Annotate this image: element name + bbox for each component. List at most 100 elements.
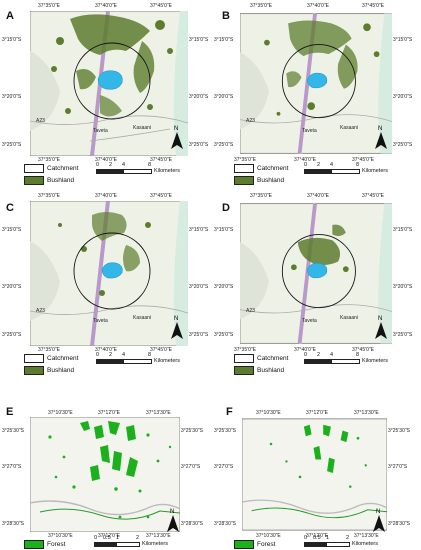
- legend: Forest: [234, 540, 275, 549]
- scale-bar: 0 0.5 1 2 Kilometers: [94, 535, 168, 547]
- lon-label: 37°40'0"E: [95, 347, 117, 353]
- lon-label: 37°35'0"E: [38, 3, 60, 9]
- place-label: Taveta: [93, 318, 108, 324]
- lon-label: 37°45'0"E: [362, 193, 384, 199]
- lat-label: 3°15'0"S: [393, 37, 413, 43]
- catchment-swatch: [234, 354, 254, 363]
- catchment-swatch: [234, 164, 254, 173]
- legend: Catchment Bushland: [234, 354, 288, 376]
- lat-label: 3°20'0"S: [214, 94, 234, 100]
- lon-label: 37°45'0"E: [362, 3, 384, 9]
- lake: [307, 262, 328, 279]
- lat-label: 3°25'0"S: [393, 142, 413, 148]
- legend-item-catchment: Catchment: [234, 354, 288, 363]
- lon-label: 37°40'0"E: [95, 157, 117, 163]
- lon-label: 37°45'0"E: [150, 3, 172, 9]
- map-frame: [30, 11, 188, 156]
- lat-label: 3°28'30"S: [214, 521, 236, 527]
- lat-label: 3°20'0"S: [189, 94, 209, 100]
- lat-label: 3°25'30"S: [214, 428, 236, 434]
- road: [30, 500, 180, 516]
- panel-letter: C: [6, 202, 14, 214]
- lat-label: 3°27'0"S: [214, 464, 234, 470]
- legend: Catchment Bushland: [234, 164, 288, 186]
- catchment-swatch: [24, 354, 44, 363]
- lon-label: 37°40'0"E: [294, 157, 316, 163]
- hillshade: [30, 51, 60, 131]
- legend-item-bushland: Bushland: [234, 176, 288, 186]
- north-arrow: N: [171, 126, 183, 149]
- legend-item-bushland: Bushland: [234, 366, 288, 376]
- scale-bar: 0 2 4 8 Kilometers: [304, 352, 388, 364]
- lon-label: 37°45'0"E: [150, 193, 172, 199]
- lon-label: 37°12'0"E: [98, 533, 120, 539]
- panel-letter: E: [6, 406, 14, 418]
- lat-label: 3°27'0"S: [181, 464, 201, 470]
- lon-label: 37°45'0"E: [150, 157, 172, 163]
- lon-label: 37°35'0"E: [38, 193, 60, 199]
- place-label: Taveta: [302, 128, 317, 134]
- legend-item-forest: Forest: [234, 540, 275, 549]
- lat-label: 3°28'30"S: [2, 521, 24, 527]
- north-label: N: [378, 126, 382, 132]
- lat-label: 3°25'0"S: [393, 332, 413, 338]
- lat-label: 3°25'0"S: [214, 332, 234, 338]
- lon-label: 37°10'30"E: [256, 410, 281, 416]
- lat-label: 3°15'0"S: [214, 227, 234, 233]
- lat-label: 3°25'0"S: [189, 142, 209, 148]
- lat-label: 3°25'0"S: [2, 332, 22, 338]
- panel-c: C 37°35'0"E 37°40'0"E 37°45'0"E 3°15'0"S…: [0, 190, 210, 380]
- lat-label: 3°27'0"S: [388, 464, 408, 470]
- lat-label: 3°15'0"S: [189, 37, 209, 43]
- hillshade: [30, 241, 60, 321]
- river: [39, 508, 180, 520]
- hillshade: [240, 52, 269, 130]
- panel-letter: D: [222, 202, 230, 214]
- bushland-swatch: [234, 176, 254, 186]
- bushland-patches: [290, 224, 349, 273]
- lat-label: 3°25'30"S: [2, 428, 24, 434]
- lon-label: 37°10'30"E: [48, 533, 73, 539]
- lat-label: 3°25'0"S: [189, 332, 209, 338]
- panel-b: B 37°35'0"E 37°40'0"E 37°45'0"E 3°15'0"S…: [212, 0, 421, 190]
- lon-label: 37°12'0"E: [306, 410, 328, 416]
- scale-bar: 0 0.5 1 2 Kilometers: [304, 535, 378, 547]
- lon-label: 37°40'0"E: [294, 347, 316, 353]
- lon-label: 37°45'0"E: [150, 347, 172, 353]
- forest-swatch: [24, 540, 44, 549]
- map-frame: [242, 418, 387, 531]
- hillshade: [240, 242, 269, 320]
- legend-item-catchment: Catchment: [234, 164, 288, 173]
- north-arrow: N: [375, 316, 387, 339]
- lat-label: 3°15'0"S: [189, 227, 209, 233]
- legend-item-bushland: Bushland: [24, 366, 78, 376]
- bushland-swatch: [234, 366, 254, 376]
- lat-label: 3°28'30"S: [388, 521, 410, 527]
- lat-label: 3°27'0"S: [2, 464, 22, 470]
- lon-label: 37°40'0"E: [95, 193, 117, 199]
- road: [89, 128, 171, 142]
- panel-f: F 37°10'30"E 37°12'0"E 37°13'30"E 3°25'3…: [212, 380, 421, 550]
- north-label: N: [378, 316, 382, 322]
- road-label: A23: [246, 118, 255, 124]
- lon-label: 37°12'0"E: [98, 410, 120, 416]
- catchment-boundary: [281, 44, 356, 119]
- lon-label: 37°35'0"E: [234, 157, 256, 163]
- legend-item-bushland: Bushland: [24, 176, 78, 186]
- place-label: Kasaani: [340, 125, 359, 131]
- lat-label: 3°15'0"S: [2, 227, 22, 233]
- lon-label: 37°45'0"E: [352, 347, 374, 353]
- legend-item-catchment: Catchment: [24, 164, 78, 173]
- panel-letter: F: [226, 406, 233, 418]
- north-arrow: N: [373, 509, 385, 532]
- catchment-boundary: [281, 234, 356, 309]
- lon-label: 37°35'0"E: [250, 193, 272, 199]
- lake: [101, 262, 123, 279]
- bushland-patches: [264, 20, 380, 116]
- lat-label: 3°20'0"S: [2, 284, 22, 290]
- catchment-boundary: [73, 232, 151, 310]
- north-arrow: N: [375, 126, 387, 149]
- lat-label: 3°20'0"S: [393, 94, 413, 100]
- panel-letter: B: [222, 10, 230, 22]
- lon-label: 37°35'0"E: [38, 347, 60, 353]
